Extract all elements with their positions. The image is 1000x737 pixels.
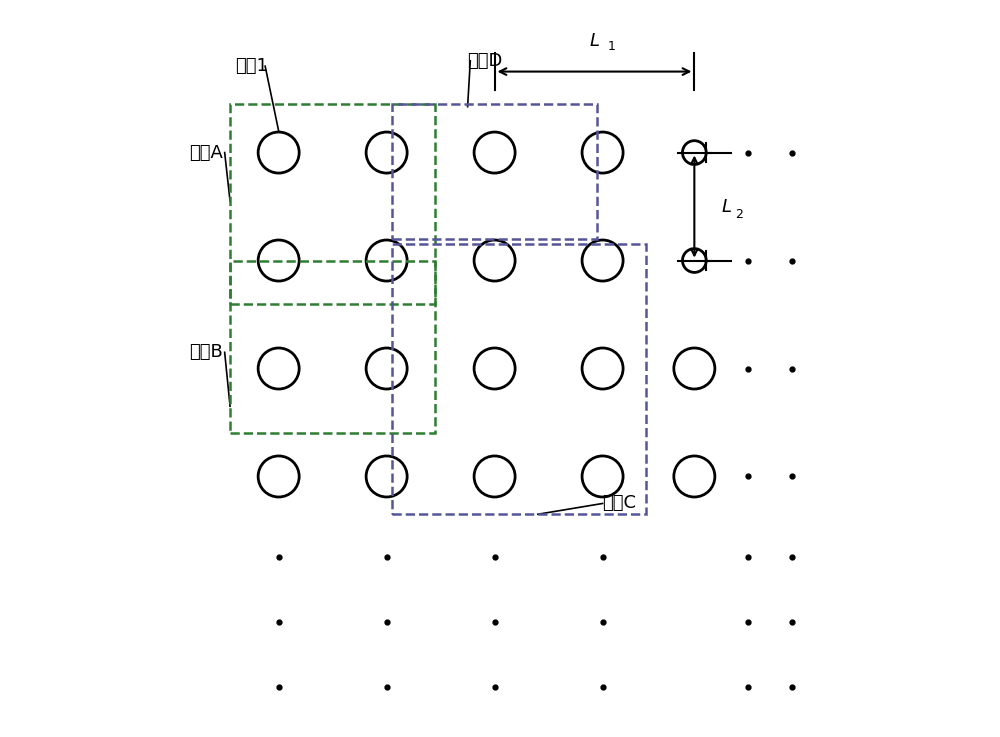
Text: 区域B: 区域B [190,343,223,361]
Text: 2: 2 [735,208,743,221]
Text: L: L [589,32,599,50]
Text: 1: 1 [608,40,616,52]
Text: 区域C: 区域C [603,495,637,512]
Bar [392,104,597,239]
Bar [392,245,646,514]
Text: 区域A: 区域A [190,144,223,161]
Text: L: L [721,198,731,215]
Bar [230,260,435,433]
Text: 区域D: 区域D [468,52,503,70]
Text: 钒孖1: 钒孖1 [235,57,268,75]
Bar [230,104,435,304]
